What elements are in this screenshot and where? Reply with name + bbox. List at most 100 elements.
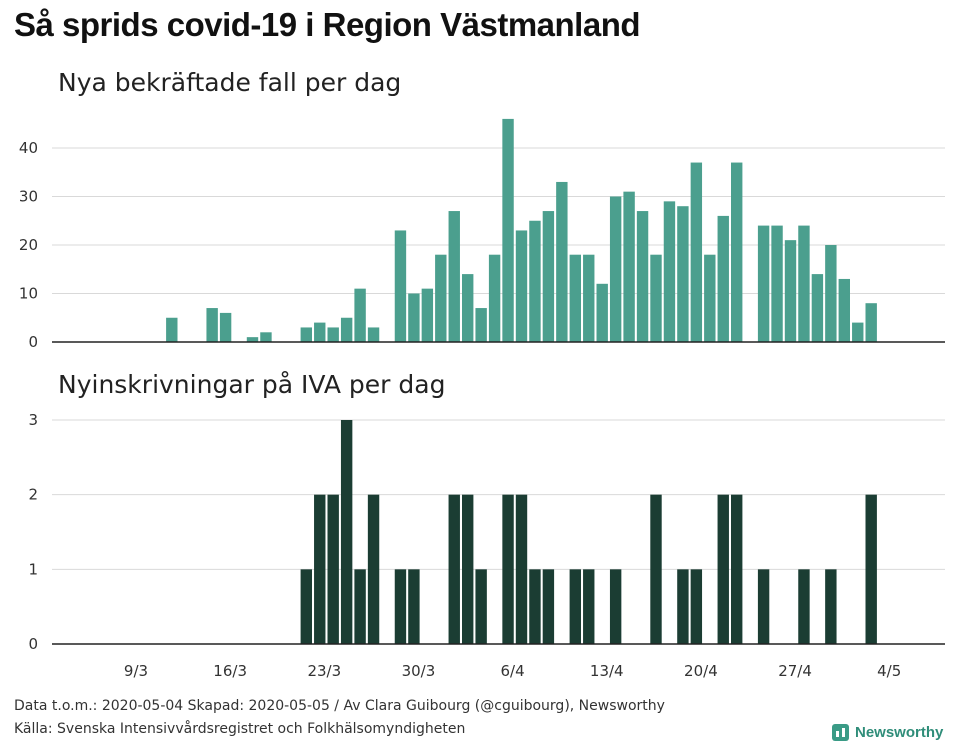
cases-bar [515, 230, 528, 342]
brand-logo: Newsworthy [832, 724, 943, 741]
cases-bar [300, 327, 312, 342]
cases-y-tick-label: 0 [28, 333, 38, 351]
chart-title: Så sprids covid-19 i Region Västmanland [14, 6, 641, 43]
icu-bar [354, 569, 366, 644]
cases-bar [636, 211, 649, 342]
cases-y-tick-label: 10 [19, 285, 38, 303]
cases-bar [166, 317, 178, 342]
icu-bar [529, 569, 541, 644]
icu-bar [609, 569, 622, 644]
footer-data-info: Data t.o.m.: 2020-05-04 Skapad: 2020-05-… [14, 698, 665, 714]
icu-bar [583, 569, 595, 644]
icu-y-tick-label: 3 [28, 411, 38, 429]
cases-bar [219, 312, 232, 342]
cases-bar [838, 278, 850, 342]
icu-bar [300, 569, 312, 644]
cases-bar [421, 288, 434, 342]
icu-bar [569, 569, 581, 644]
x-axis-labels: 9/3 16/3 23/3 30/3 6/4 13/4 20/4 27/4 4/5 [124, 662, 901, 680]
icu-bar [731, 494, 743, 644]
cases-bar [852, 322, 864, 342]
charts-canvas: 0 10 20 30 40 0 1 2 3 9/3 16/3 23/3 30/3 6/4 13/4 20/… [19, 118, 945, 680]
cases-chart-subtitle: Nya bekräftade fall per dag [58, 68, 402, 97]
cases-bar [583, 254, 595, 342]
cases-bar [488, 254, 501, 342]
cases-bar [798, 225, 810, 342]
cases-bar [596, 283, 608, 342]
cases-bar [771, 225, 783, 342]
cases-bar [435, 254, 447, 342]
cases-bar [367, 327, 380, 342]
cases-bar [502, 118, 514, 343]
icu-bar [408, 569, 420, 644]
cases-bar [340, 317, 353, 342]
cases-bar [704, 254, 716, 342]
cases-bar [825, 245, 837, 342]
cases-bar-chart: 0 10 20 30 40 [19, 118, 945, 351]
bar-chart-logo-icon [832, 724, 849, 741]
x-tick-label: 16/3 [213, 662, 247, 680]
cases-bar [757, 225, 770, 342]
x-tick-label: 30/3 [402, 662, 436, 680]
cases-bar [663, 201, 676, 342]
icu-bar [542, 569, 555, 644]
cases-bar [784, 240, 797, 342]
icu-bar [690, 569, 703, 644]
icu-bar [825, 569, 837, 644]
cases-bar [542, 211, 555, 342]
cases-y-tick-label: 40 [19, 139, 38, 157]
cases-bar [314, 322, 326, 342]
icu-bar [757, 569, 770, 644]
cases-bar [650, 254, 662, 342]
cases-bar [354, 288, 366, 342]
cases-bar [623, 191, 635, 342]
icu-y-tick-label: 2 [28, 486, 38, 504]
icu-bar [650, 494, 662, 644]
icu-bar [462, 494, 474, 644]
cases-bar [569, 254, 581, 342]
x-tick-label: 13/4 [590, 662, 624, 680]
x-tick-label: 23/3 [307, 662, 341, 680]
icu-bar [475, 569, 487, 644]
cases-bar [408, 293, 420, 342]
cases-bar [690, 162, 703, 342]
cases-bar [731, 162, 743, 342]
icu-bar [502, 494, 514, 644]
x-tick-label: 27/4 [778, 662, 812, 680]
icu-bar-chart: 0 1 2 3 [28, 411, 945, 653]
cases-y-tick-label: 20 [19, 236, 38, 254]
x-tick-label: 9/3 [124, 662, 148, 680]
icu-bar [340, 420, 353, 644]
cases-bar [206, 308, 218, 342]
cases-bar [475, 308, 487, 342]
cases-bar [811, 274, 824, 342]
x-tick-label: 6/4 [501, 662, 525, 680]
cases-bar [717, 215, 729, 342]
cases-bar [677, 206, 689, 342]
icu-bar [367, 494, 380, 644]
cases-bar [448, 211, 460, 342]
cases-bar [246, 337, 259, 342]
icu-bar [448, 494, 460, 644]
brand-name: Newsworthy [855, 724, 944, 741]
cases-bar [394, 230, 407, 342]
icu-bar [677, 569, 689, 644]
cases-bar [327, 327, 339, 342]
icu-bar [717, 494, 729, 644]
icu-bar [327, 494, 339, 644]
icu-bar [515, 494, 528, 644]
x-tick-label: 4/5 [877, 662, 901, 680]
icu-bar [798, 569, 810, 644]
icu-bar [314, 494, 326, 644]
footer-source: Källa: Svenska Intensivvårdsregistret oc… [14, 721, 466, 737]
icu-bar [394, 569, 407, 644]
icu-y-tick-label: 1 [28, 560, 38, 578]
cases-bar [865, 303, 877, 342]
cases-y-tick-label: 30 [19, 188, 38, 206]
cases-bar [529, 220, 541, 342]
x-tick-label: 20/4 [684, 662, 718, 680]
icu-chart-subtitle: Nyinskrivningar på IVA per dag [58, 370, 446, 399]
cases-bar [462, 274, 474, 342]
cases-bar [556, 181, 568, 342]
icu-bar [865, 494, 877, 644]
